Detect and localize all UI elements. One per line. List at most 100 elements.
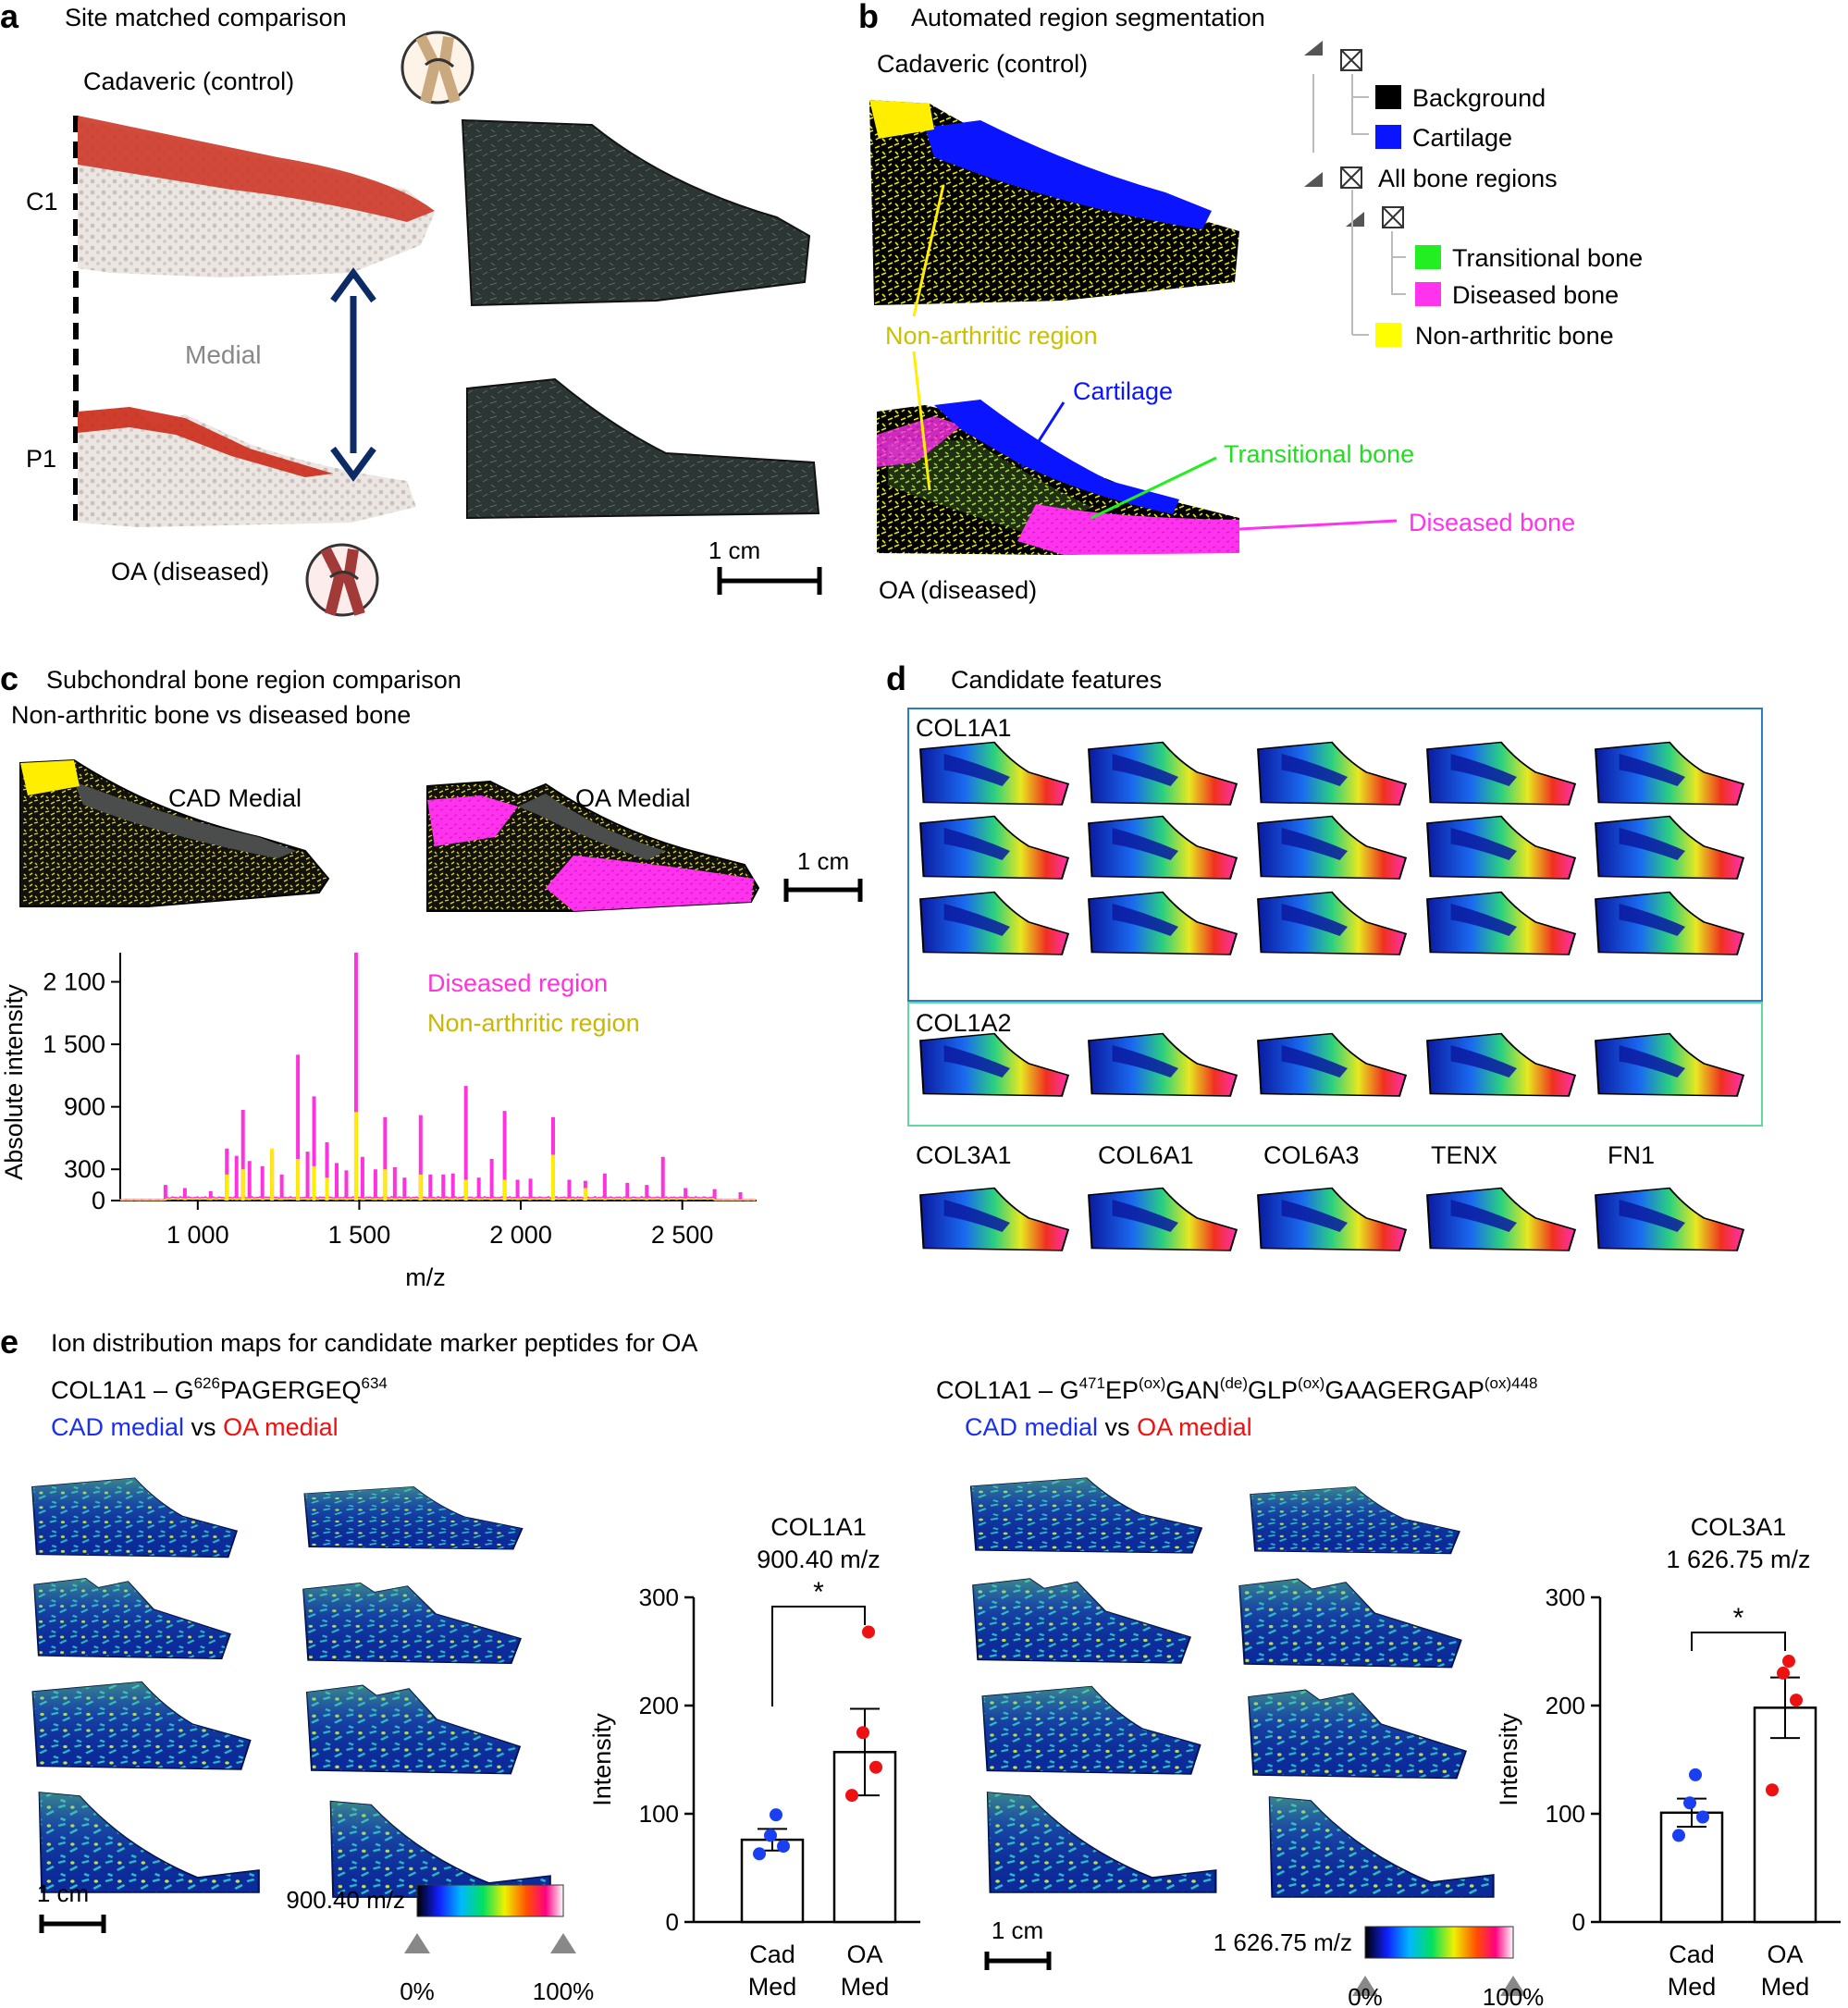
arrow-head-up	[330, 267, 376, 303]
panel-label-a: a	[0, 0, 19, 35]
tree-all-bone: All bone regions	[1378, 165, 1558, 192]
feature-heatmap	[1257, 741, 1408, 806]
feature-heatmap	[1595, 815, 1745, 880]
colorbar-right-max: 100%	[1483, 1983, 1545, 2008]
colorbar-right-min: 0%	[1348, 1983, 1383, 2008]
bar	[1659, 1811, 1724, 1924]
feature-heatmap	[919, 1187, 1070, 1251]
feature-heatmap	[919, 741, 1070, 806]
bar-category-label: OA	[1767, 1940, 1803, 1968]
feature-heatmap	[1088, 1187, 1238, 1251]
ion-distribution-map	[329, 1800, 551, 1898]
cartilage-p1	[78, 407, 333, 477]
oa-medial-label: OA Medial	[575, 784, 691, 812]
ion-distribution-map	[31, 1477, 239, 1558]
spectrum-ytick-label: 1 500	[43, 1030, 105, 1058]
panel-a-diseased-label: OA (diseased)	[111, 558, 269, 585]
ion-distribution-map	[1250, 1486, 1460, 1555]
tree-collapse-icon-sub[interactable]	[1346, 212, 1364, 227]
seg-oa-diseased	[1017, 504, 1239, 555]
feature-heatmap	[1088, 891, 1238, 955]
ion-distribution-map	[305, 1684, 522, 1775]
colorbar-right-max-marker[interactable]	[1500, 1976, 1526, 1996]
data-point	[1790, 1694, 1803, 1707]
feature-heatmap	[1088, 1032, 1238, 1097]
cad-medial-cartilage	[74, 782, 296, 858]
panel-e-left-scale-label: 1 cm	[37, 1879, 89, 1907]
spectrum-ytick-label: 2 100	[43, 968, 105, 996]
ion-distribution-map	[981, 1685, 1201, 1775]
scan-diseased	[466, 377, 820, 520]
ann-line-nonarthritic	[912, 184, 945, 317]
ion-distribution-map	[986, 1792, 1217, 1893]
data-point	[777, 1840, 790, 1854]
oa-medial-cartilage	[518, 794, 666, 860]
data-point	[1766, 1783, 1779, 1797]
feature-heatmap	[1257, 1032, 1408, 1097]
colorbar-left-min-marker[interactable]	[404, 1933, 430, 1953]
tree-transitional: Transitional bone	[1452, 244, 1643, 272]
data-point	[856, 1726, 869, 1740]
bar	[1753, 1706, 1817, 1924]
feature-heatmap	[919, 815, 1070, 880]
colorbar-left	[416, 1884, 564, 1917]
colorbar-left-max-marker[interactable]	[550, 1933, 576, 1953]
feature-heatmap	[919, 891, 1070, 955]
data-point	[770, 1808, 782, 1822]
panel-a-medial-label: Medial	[185, 340, 261, 369]
tree-collapse-icon[interactable]	[1304, 41, 1323, 55]
feature-heatmap	[1257, 891, 1408, 955]
ion-distribution-map	[31, 1681, 252, 1770]
peptide-right-title: COL1A1 – G471EP(ox)GAN(de)GLP(ox)GAAGERG…	[936, 1374, 1538, 1404]
data-point	[1777, 1666, 1790, 1680]
ion-distribution-map	[38, 1792, 260, 1893]
tree-collapse-icon-bone[interactable]	[1304, 172, 1323, 187]
ion-distribution-map	[1238, 1578, 1462, 1669]
legend-nonarthritic-region: Non-arthritic region	[427, 1009, 640, 1037]
peptide-right-compare: CAD medial vs OA medial	[965, 1413, 1252, 1441]
bar-chart-subtitle: 900.40 m/z	[757, 1546, 881, 1573]
seg-control-cartilage	[925, 120, 1212, 229]
spectrum-xtick-label: 2 500	[651, 1221, 714, 1249]
feature-heatmap	[1088, 815, 1238, 880]
data-point	[753, 1847, 766, 1861]
ion-distribution-map	[969, 1477, 1203, 1554]
spectrum-xtick-label: 2 000	[489, 1221, 552, 1249]
panel-c-subtitle: Non-arthritic bone vs diseased bone	[11, 701, 411, 729]
panel-a-control-label: Cadaveric (control)	[83, 68, 294, 95]
panel-a-scale-label: 1 cm	[708, 536, 760, 564]
segmentation-tree: Background Cartilage All bone regions Tr…	[1304, 41, 1643, 350]
spectrum-baseline	[119, 1195, 757, 1201]
ion-distribution-map	[972, 1578, 1191, 1664]
panel-a-scale-bar	[717, 567, 822, 595]
colorbar-left-max: 100%	[533, 1977, 595, 2005]
bar-chart-ytick-label: 0	[1572, 1908, 1585, 1936]
ann-line-transitional	[1090, 456, 1217, 520]
significance-bracket	[1691, 1632, 1786, 1651]
feature-label-col6a3: COL6A3	[1263, 1141, 1360, 1169]
tree-diseased: Diseased bone	[1452, 281, 1619, 309]
colorbar-right-min-marker[interactable]	[1352, 1976, 1378, 1996]
ann-cartilage: Cartilage	[1073, 377, 1173, 405]
data-point	[1683, 1796, 1696, 1810]
bar-category-label: Med	[1761, 1973, 1810, 2001]
panel-e-left-scale-bar	[39, 1915, 106, 1933]
ann-line-diseased	[1238, 519, 1398, 531]
col1a1-group-box	[907, 708, 1763, 1002]
panel-b: b Automated region segmentation Cadaveri…	[858, 0, 1643, 604]
swatch-transitional	[1415, 245, 1441, 269]
bar-category-label: Cad	[749, 1940, 795, 1968]
panel-c: c Subchondral bone region comparison Non…	[0, 659, 863, 1291]
panel-d-title: Candidate features	[951, 666, 1162, 694]
feature-heatmap	[1257, 815, 1408, 880]
spectrum-xtick-label: 1 500	[328, 1221, 391, 1249]
col1a1-group-label: COL1A1	[916, 714, 1012, 742]
bar-chart-col1a1: COL1A1 900.40 m/z 0 100 200 300 Intensity Cad Me…	[588, 1513, 920, 2001]
mass-spectrum-chart: 1 000 1 500 2 000 2 500 0 300 900 1 500 2 100 m/…	[0, 953, 757, 1291]
panel-b-diseased-label: OA (diseased)	[879, 576, 1037, 604]
panel-e-right-scale-label: 1 cm	[992, 1916, 1043, 1944]
feature-heatmap	[1595, 891, 1745, 955]
oa-medial-diseased	[546, 856, 754, 911]
significance-star: *	[813, 1577, 824, 1608]
seg-control-yellow	[869, 100, 934, 139]
